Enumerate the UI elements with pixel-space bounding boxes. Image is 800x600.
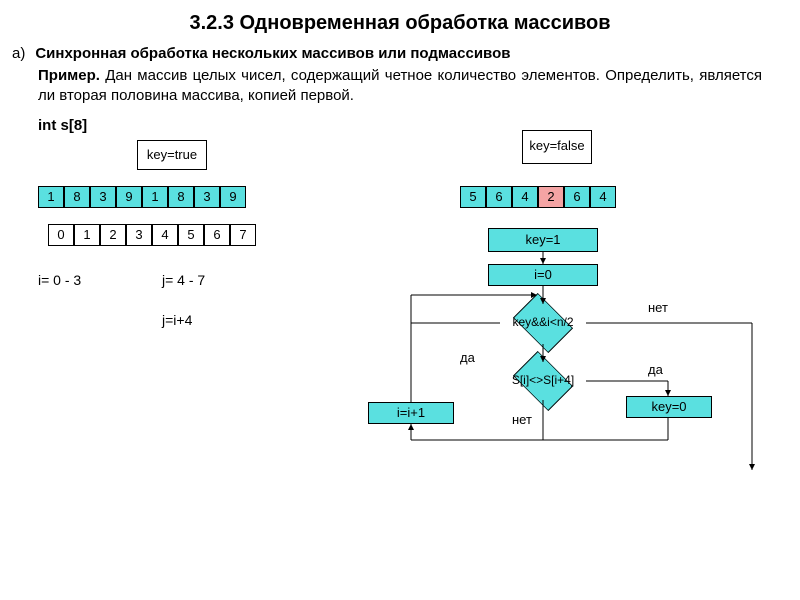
flow-i0-box: i=0 (488, 264, 598, 286)
array1-cell: 3 (194, 186, 220, 208)
key-true-box: key=true (137, 140, 207, 170)
array2-cell: 6 (486, 186, 512, 208)
yes-label-1: да (460, 350, 475, 365)
diagram-area: key=true key=false 18391839 01234567 564… (12, 140, 788, 560)
flow-cond2-diamond: S[i]<>S[i+4] (490, 356, 596, 406)
array1-row: 18391839 (38, 186, 246, 208)
item-marker: а) (12, 45, 25, 62)
no-label-1: нет (648, 300, 668, 315)
array2-row: 564264 (460, 186, 616, 208)
subtitle: Синхронная обработка нескольких массивов… (35, 45, 510, 62)
no-label-2: нет (512, 412, 532, 427)
key-false-box: key=false (522, 130, 592, 164)
array2-cell: 6 (564, 186, 590, 208)
flow-cond1-text: key&&i<n/2 (469, 298, 617, 348)
indices-row: 01234567 (48, 224, 256, 246)
index-cell: 2 (100, 224, 126, 246)
array1-cell: 1 (38, 186, 64, 208)
example-text: Дан массив целых чисел, содержащий четно… (38, 67, 762, 104)
j-range-label: j= 4 - 7 (162, 272, 205, 288)
flow-key0-box: key=0 (626, 396, 712, 418)
flow-cond1-diamond: key&&i<n/2 (490, 298, 596, 348)
index-cell: 3 (126, 224, 152, 246)
index-cell: 1 (74, 224, 100, 246)
flow-inc-box: i=i+1 (368, 402, 454, 424)
subtitle-row: а) Синхронная обработка нескольких масси… (12, 45, 788, 62)
index-cell: 4 (152, 224, 178, 246)
array2-cell: 2 (538, 186, 564, 208)
array2-cell: 5 (460, 186, 486, 208)
example-label: Пример. (38, 67, 100, 84)
section-title: 3.2.3 Одновременная обработка массивов (12, 12, 788, 35)
flow-key1-box: key=1 (488, 228, 598, 252)
index-cell: 5 (178, 224, 204, 246)
array1-cell: 8 (168, 186, 194, 208)
array1-cell: 8 (64, 186, 90, 208)
array2-cell: 4 (512, 186, 538, 208)
array2-cell: 4 (590, 186, 616, 208)
flow-cond2-text: S[i]<>S[i+4] (469, 356, 617, 406)
index-cell: 6 (204, 224, 230, 246)
index-cell: 7 (230, 224, 256, 246)
i-range-label: i= 0 - 3 (38, 272, 81, 288)
index-cell: 0 (48, 224, 74, 246)
int-declaration: int s[8] (38, 117, 788, 134)
array1-cell: 9 (220, 186, 246, 208)
array1-cell: 3 (90, 186, 116, 208)
j-formula-label: j=i+4 (162, 312, 192, 328)
yes-label-2: да (648, 362, 663, 377)
example-paragraph: Пример. Дан массив целых чисел, содержащ… (38, 66, 762, 107)
array1-cell: 9 (116, 186, 142, 208)
array1-cell: 1 (142, 186, 168, 208)
